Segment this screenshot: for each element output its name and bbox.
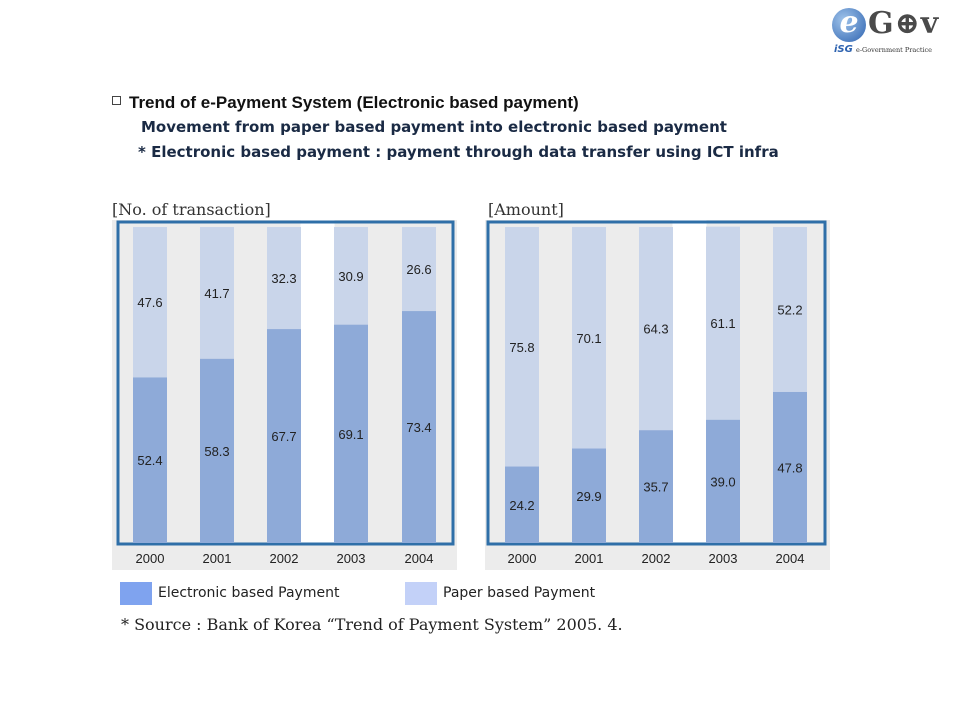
logo-e-globe: e bbox=[832, 8, 866, 42]
label-electronic-2001: 29.9 bbox=[576, 489, 601, 504]
bar-paper-2004 bbox=[402, 227, 436, 312]
label-electronic-2000: 52.4 bbox=[137, 453, 162, 468]
logo-gov-text: G⊕v bbox=[868, 6, 940, 41]
bar-paper-2000 bbox=[133, 227, 167, 378]
bar-electronic-2003 bbox=[706, 419, 740, 543]
bar-paper-2001 bbox=[572, 227, 606, 449]
bar-paper-2002 bbox=[267, 227, 301, 330]
label-paper-2002: 64.3 bbox=[643, 322, 668, 337]
tick-label-2001: 2001 bbox=[203, 551, 232, 566]
title-row: Trend of e-Payment System (Electronic ba… bbox=[112, 93, 579, 113]
chart-panel-1: 75.8 24.2 2000 70.1 29.9 2001 64.3 35.7 2002 61.1… bbox=[485, 220, 830, 570]
legend-label-electronic: Electronic based Payment bbox=[158, 585, 340, 601]
label-electronic-2004: 73.4 bbox=[406, 420, 431, 435]
bar-electronic-2004 bbox=[773, 391, 807, 543]
bar-paper-2002 bbox=[639, 227, 673, 431]
source-note: * Source : Bank of Korea “Trend of Payme… bbox=[121, 615, 623, 634]
bar-electronic-2001 bbox=[200, 358, 234, 543]
label-electronic-2004: 47.8 bbox=[777, 460, 802, 475]
bar-electronic-2000 bbox=[505, 466, 539, 543]
bar-paper-2003 bbox=[334, 227, 368, 325]
tick-label-2002: 2002 bbox=[642, 551, 671, 566]
bar-electronic-2000 bbox=[133, 377, 167, 543]
bar-electronic-2004 bbox=[402, 311, 436, 543]
legend-label-paper: Paper based Payment bbox=[443, 585, 596, 601]
tick-label-2002: 2002 bbox=[270, 551, 299, 566]
bar-electronic-2002 bbox=[639, 430, 673, 543]
label-electronic-2003: 39.0 bbox=[710, 474, 735, 489]
label-paper-2004: 26.6 bbox=[406, 262, 431, 277]
label-paper-2003: 61.1 bbox=[710, 316, 735, 331]
tick-label-2003: 2003 bbox=[709, 551, 738, 566]
bar-electronic-2002 bbox=[267, 329, 301, 543]
label-paper-2002: 32.3 bbox=[271, 271, 296, 286]
chart-title-transactions: [No. of transaction] bbox=[112, 200, 271, 219]
bar-paper-2004 bbox=[773, 227, 807, 392]
egov-logo: e G⊕v iSG e-Government Practice bbox=[832, 6, 944, 60]
label-paper-2000: 75.8 bbox=[509, 340, 534, 355]
tick-label-2004: 2004 bbox=[776, 551, 805, 566]
bar-paper-2003 bbox=[706, 226, 740, 420]
label-electronic-2000: 24.2 bbox=[509, 498, 534, 513]
tick-label-2000: 2000 bbox=[508, 551, 537, 566]
bar-paper-2001 bbox=[200, 227, 234, 359]
subtitle-line-1: Movement from paper based payment into e… bbox=[141, 118, 727, 136]
column-gap bbox=[300, 220, 335, 543]
label-paper-2004: 52.2 bbox=[777, 302, 802, 317]
label-paper-2000: 47.6 bbox=[137, 295, 162, 310]
bar-electronic-2001 bbox=[572, 448, 606, 543]
logo-subtitle: e-Government Practice bbox=[856, 46, 933, 54]
column-gap bbox=[672, 220, 707, 543]
slide-title: Trend of e-Payment System (Electronic ba… bbox=[129, 93, 579, 112]
square-bullet-icon bbox=[112, 96, 121, 105]
bar-electronic-2003 bbox=[334, 324, 368, 543]
tick-label-2003: 2003 bbox=[337, 551, 366, 566]
chart-panel-0: 47.6 52.4 2000 41.7 58.3 2001 32.3 67.7 2002 30.9… bbox=[112, 220, 457, 570]
chart-title-amount: [Amount] bbox=[488, 200, 564, 219]
legend-swatch-paper bbox=[405, 582, 437, 605]
tick-label-2001: 2001 bbox=[575, 551, 604, 566]
label-electronic-2002: 35.7 bbox=[643, 480, 668, 495]
bar-paper-2000 bbox=[505, 227, 539, 467]
tick-label-2004: 2004 bbox=[405, 551, 434, 566]
label-paper-2001: 70.1 bbox=[576, 331, 601, 346]
label-electronic-2002: 67.7 bbox=[271, 429, 296, 444]
chart-frame bbox=[486, 220, 827, 546]
tick-label-2000: 2000 bbox=[136, 551, 165, 566]
label-paper-2001: 41.7 bbox=[204, 286, 229, 301]
label-electronic-2001: 58.3 bbox=[204, 444, 229, 459]
label-paper-2003: 30.9 bbox=[338, 269, 363, 284]
chart-frame bbox=[116, 220, 455, 546]
subtitle-line-2: * Electronic based payment : payment thr… bbox=[138, 143, 779, 161]
logo-isg-text: iSG bbox=[834, 44, 853, 55]
label-electronic-2003: 69.1 bbox=[338, 427, 363, 442]
legend-swatch-electronic bbox=[120, 582, 152, 605]
